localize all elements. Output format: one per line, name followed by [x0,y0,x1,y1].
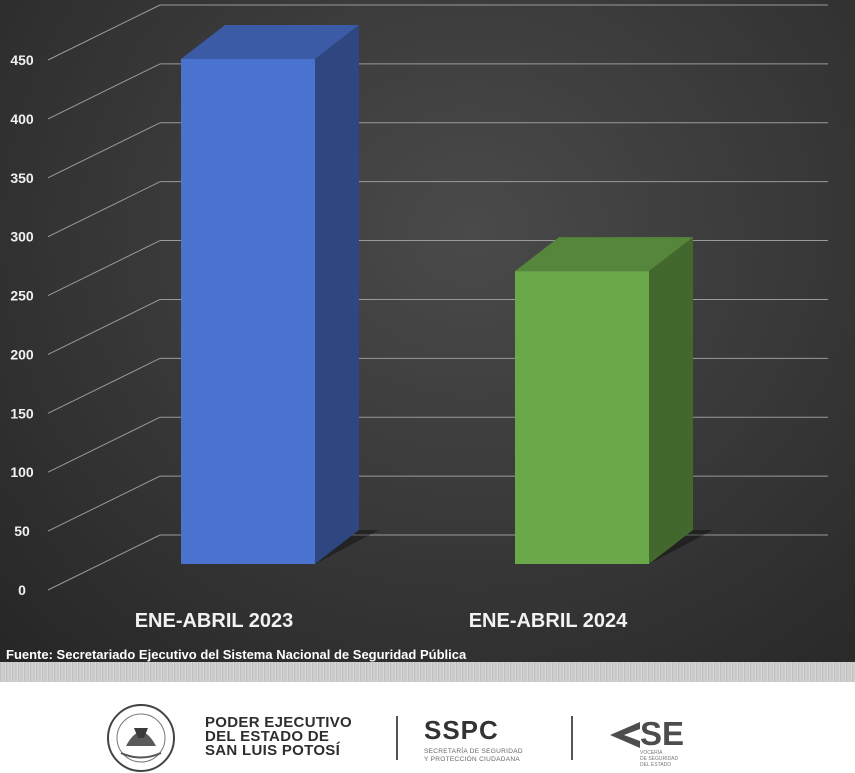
y-tick-label: 450 [10,52,34,68]
logo-separator [571,716,573,760]
y-tick-label: 100 [10,464,34,480]
gridline [47,181,161,238]
gridline [47,534,161,591]
y-tick-label: 250 [10,288,34,304]
mexico-seal-icon [107,704,175,772]
gridline [47,4,161,61]
gridline [47,122,161,179]
se-subtitle: VOCERÍA DE SEGURIDAD DEL ESTADO [640,750,678,768]
sspc-subtitle: SECRETARÍA DE SEGURIDAD Y PROTECCIÓN CIU… [424,748,523,764]
se-arrow-icon [610,722,640,748]
y-tick-label: 400 [10,111,34,127]
chart-area: 0 50 100 150 200 250 300 350 400 450 ENE-ABRIL 202… [0,0,855,662]
gridline [47,63,161,120]
gridline [47,298,161,355]
divider-band [0,662,855,682]
bar [181,59,315,564]
gridline [47,475,161,532]
y-tick-label: 200 [10,346,34,362]
x-tick-label: ENE-ABRIL 2024 [469,610,628,632]
y-tick-label: 350 [10,170,34,186]
sspc-sub-line: Y PROTECCIÓN CIUDADANA [424,756,521,763]
x-tick-label: ENE-ABRIL 2023 [135,610,294,632]
y-tick-label: 300 [10,229,34,245]
logo-separator [396,716,398,760]
gridline [47,357,161,414]
sspc-title: SSPC [424,715,499,745]
gov-title: PODER EJECUTIVO DEL ESTADO DE SAN LUIS P… [205,714,353,759]
footer: PODER EJECUTIVO DEL ESTADO DE SAN LUIS P… [0,682,855,773]
se-sub-line: VOCERÍA [640,750,663,756]
gov-line: SAN LUIS POTOSÍ [205,742,341,759]
gov-line: PODER EJECUTIVO [205,714,353,731]
bar-side [649,237,693,564]
bar-top [181,25,359,59]
y-tick-label: 0 [18,582,26,598]
gov-line: DEL ESTADO DE [205,728,330,745]
source-note: Fuente: Secretariado Ejecutivo del Siste… [6,647,467,662]
y-tick-label: 50 [14,523,30,539]
se-sub-line: DE SEGURIDAD [640,756,679,762]
gridline [47,416,161,473]
se-title: SE [640,715,685,752]
bar-top [515,237,693,272]
y-tick-label: 150 [10,405,34,421]
se-sub-line: DEL ESTADO [640,762,672,768]
gridline [47,240,161,297]
bar-chart: 0 50 100 150 200 250 300 350 400 450 ENE-ABRIL 202… [10,4,828,632]
bar-side [315,25,359,564]
bar [515,271,649,564]
sspc-sub-line: SECRETARÍA DE SEGURIDAD [424,748,523,755]
